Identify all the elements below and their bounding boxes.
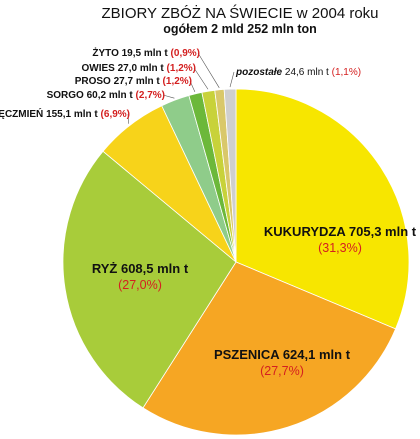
slice-label-kukurydza: KUKURYDZA 705,3 mln t <box>264 224 417 239</box>
leader-line-8 <box>229 71 235 88</box>
slice-label-jeczmien: JĘCZMIEŃ 155,1 mln t (6,9%) <box>0 107 130 120</box>
chart-subtitle: ogółem 2 mld 252 mln ton <box>163 22 317 36</box>
pie-slices <box>62 88 410 436</box>
pie-slice-8 <box>223 88 237 263</box>
chart-title: ZBIORY ZBÓŻ NA ŚWIECIE w 2004 roku <box>101 4 378 22</box>
pie-slice-2 <box>62 150 237 409</box>
slice-label-pszenica: PSZENICA 624,1 mln t <box>214 347 351 362</box>
leader-lines <box>127 52 235 124</box>
slice-label-sorgo: SORGO 60,2 mln t (2,7%) <box>47 90 165 101</box>
slice-label-ryz: RYŻ 608,5 mln t <box>92 261 189 276</box>
slice-pct-ryz: (27,0%) <box>118 278 162 292</box>
slice-label-pozostale: pozostałe 24,6 mln t (1,1%) <box>235 67 361 78</box>
leader-line-4 <box>162 94 175 99</box>
slice-pct-pszenica: (27,7%) <box>260 364 304 378</box>
slice-label-owies: OWIES 27,0 mln t (1,2%) <box>82 63 197 74</box>
pie-slice-1 <box>142 261 397 436</box>
slice-label-zyto: ŻYTO 19,5 mln t (0,9%) <box>92 46 200 59</box>
leader-line-6 <box>193 67 209 90</box>
leader-line-5 <box>189 80 196 93</box>
slice-label-proso: PROSO 27,7 mln t (1,2%) <box>75 76 192 87</box>
pie-slice-0 <box>235 88 410 330</box>
slice-pct-kukurydza: (31,3%) <box>318 241 362 255</box>
leader-line-3 <box>127 113 130 124</box>
leader-line-7 <box>197 52 220 88</box>
